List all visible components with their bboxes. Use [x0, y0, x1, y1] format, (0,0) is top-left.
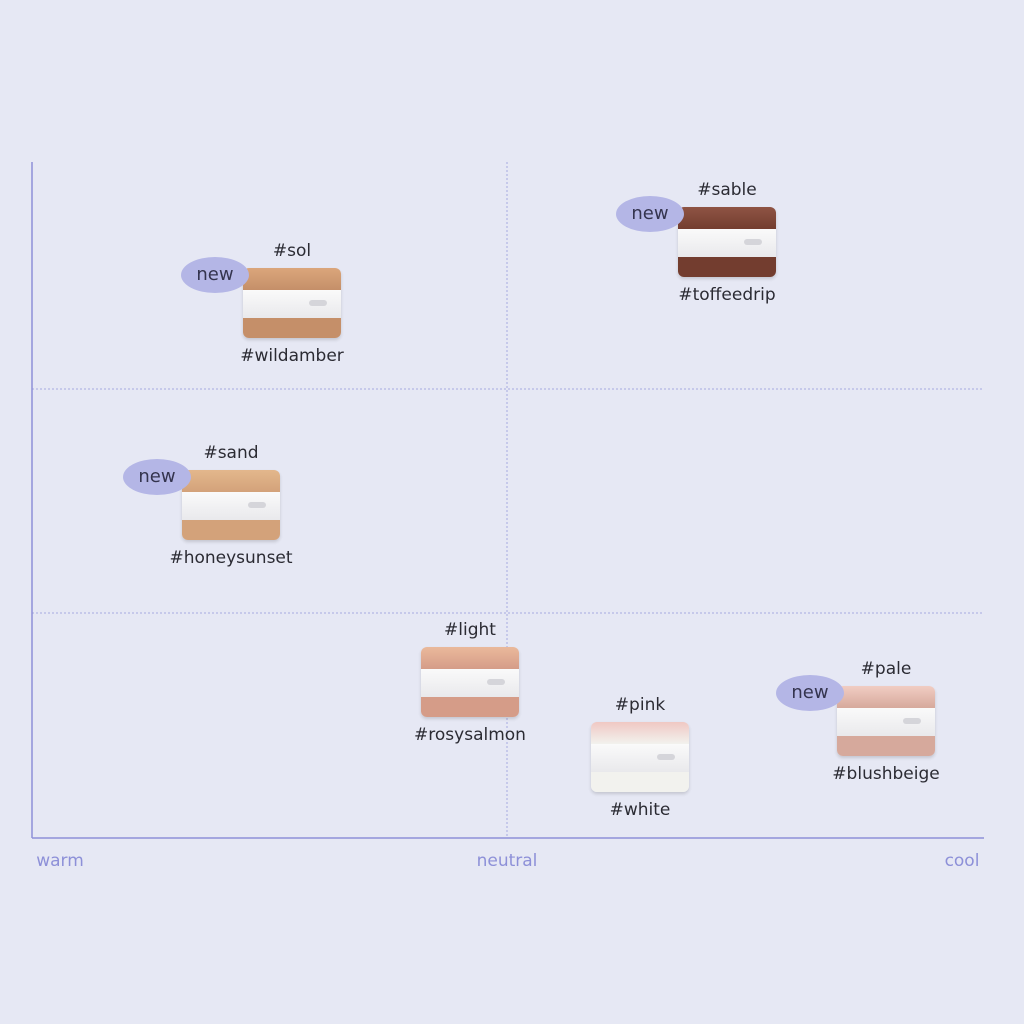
- jar-lid: [837, 686, 935, 708]
- jar-base: [837, 736, 935, 756]
- jar-lid: [182, 470, 280, 492]
- shade-bottom: #blushbeige: [832, 764, 940, 784]
- jar-lid: [243, 268, 341, 290]
- shade-top: #pink: [614, 695, 666, 715]
- shade-bottom: #rosysalmon: [414, 725, 526, 745]
- shade-bottom: #honeysunset: [169, 548, 293, 568]
- jar-base: [243, 318, 341, 338]
- product-jar: [678, 207, 776, 277]
- jar-base: [421, 697, 519, 717]
- jar-lid: [591, 722, 689, 744]
- jar-base: [678, 257, 776, 277]
- jar-band: [678, 229, 776, 257]
- shade-top: #pale: [860, 659, 912, 679]
- product-jar: [591, 722, 689, 792]
- jar-lid: [678, 207, 776, 229]
- jar-base: [182, 520, 280, 540]
- new-badge: new: [616, 196, 684, 232]
- axis-label: warm: [36, 851, 84, 871]
- jar-band: [421, 669, 519, 697]
- shade-top: #light: [444, 620, 496, 640]
- product-jar: [182, 470, 280, 540]
- product-jar: [837, 686, 935, 756]
- new-badge: new: [181, 257, 249, 293]
- new-badge: new: [123, 459, 191, 495]
- jar-band: [243, 290, 341, 318]
- product-jar: [421, 647, 519, 717]
- product-jar: [243, 268, 341, 338]
- axis-label: cool: [944, 851, 980, 871]
- shade-bottom: #white: [609, 800, 671, 820]
- jar-band: [182, 492, 280, 520]
- shade-top: #sol: [272, 241, 312, 261]
- shade-top: #sand: [203, 443, 259, 463]
- jar-lid: [421, 647, 519, 669]
- shade-top: #sable: [697, 180, 757, 200]
- jar-band: [837, 708, 935, 736]
- shade-bottom: #wildamber: [240, 346, 344, 366]
- new-badge: new: [776, 675, 844, 711]
- jar-base: [591, 772, 689, 792]
- axis-label: neutral: [476, 851, 538, 871]
- jar-band: [591, 744, 689, 772]
- shade-bottom: #toffeedrip: [678, 285, 776, 305]
